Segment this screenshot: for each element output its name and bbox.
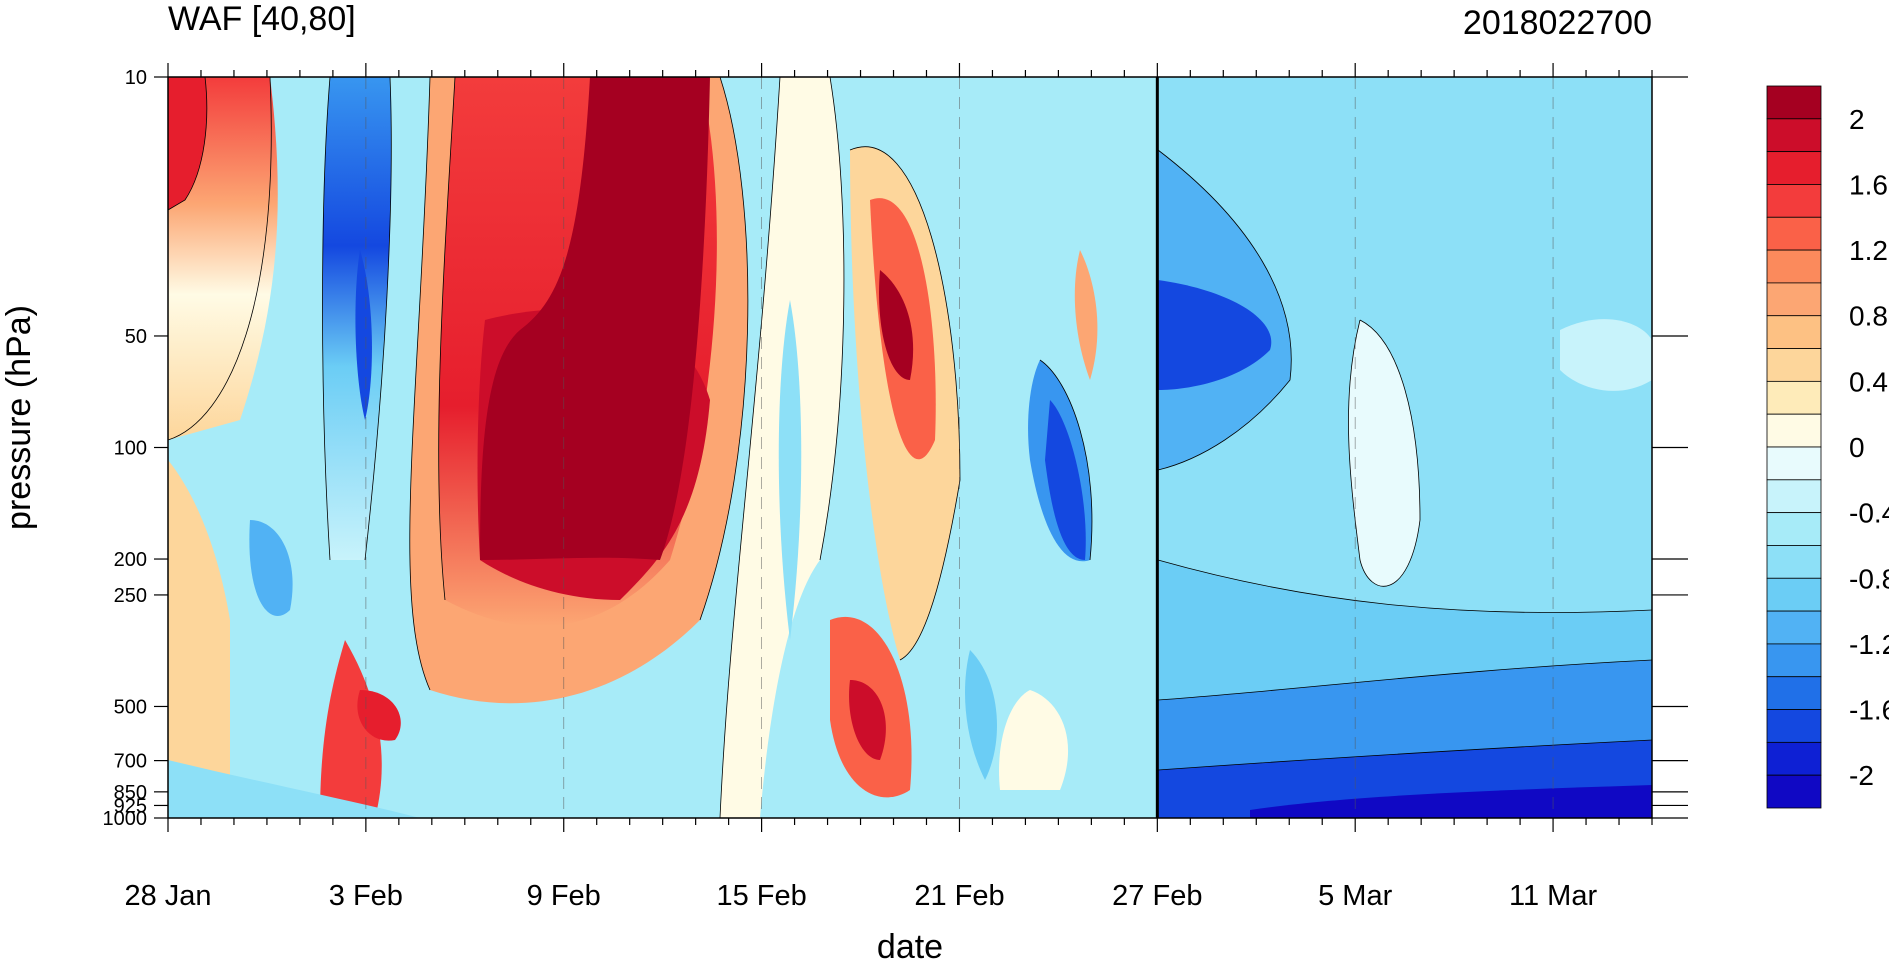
y-tick-label: 50 xyxy=(125,326,147,348)
colorbar-swatch xyxy=(1766,545,1822,579)
colorbar-swatch xyxy=(1766,151,1822,185)
y-tick-label: 100 xyxy=(114,438,147,460)
colorbar-swatch xyxy=(1766,216,1822,251)
colorbar-label: 0.8 xyxy=(1849,301,1888,332)
colorbar-swatch xyxy=(1766,774,1822,809)
colorbar-swatch xyxy=(1766,184,1822,218)
colorbar-label: -1.6 xyxy=(1849,695,1889,726)
x-tick-label: 15 Feb xyxy=(716,880,806,912)
colorbar-swatch xyxy=(1766,643,1822,678)
colorbar-swatch xyxy=(1766,577,1822,612)
colorbar-swatch xyxy=(1766,676,1822,710)
chart-title: WAF [40,80] xyxy=(168,0,356,38)
y-tick-label: 10 xyxy=(125,67,147,89)
x-axis-label: date xyxy=(877,928,943,961)
y-axis-label: pressure (hPa) xyxy=(0,305,38,530)
colorbar-swatch xyxy=(1766,512,1822,546)
colorbar-swatch xyxy=(1766,348,1822,382)
y-tick-label: 700 xyxy=(114,751,147,773)
y-tick-label: 850 xyxy=(114,782,147,804)
colorbar-swatch xyxy=(1766,446,1822,481)
x-tick-label: 5 Mar xyxy=(1318,880,1392,912)
colorbar-label: 2 xyxy=(1849,104,1865,135)
colorbar-label: 1.2 xyxy=(1849,235,1888,266)
colorbar-swatch xyxy=(1766,413,1822,448)
y-tick-label: 925 xyxy=(114,795,147,817)
y-tick-label: 500 xyxy=(114,696,147,718)
colorbar-swatch xyxy=(1766,85,1822,120)
colorbar-swatch xyxy=(1766,380,1822,415)
chart-subtitle: 2018022700 xyxy=(1463,4,1652,42)
x-tick-label: 28 Jan xyxy=(124,880,211,912)
colorbar-label: -0.4 xyxy=(1849,498,1889,529)
x-tick-label: 27 Feb xyxy=(1112,880,1202,912)
colorbar-label: -1.2 xyxy=(1849,629,1889,660)
colorbar-label: -0.8 xyxy=(1849,563,1889,594)
x-tick-label: 21 Feb xyxy=(914,880,1004,912)
colorbar-label: -2 xyxy=(1849,760,1874,791)
colorbar-swatch xyxy=(1766,479,1822,514)
contour-lines xyxy=(168,77,1652,818)
colorbar-swatch xyxy=(1766,118,1822,153)
colorbar-label: 1.6 xyxy=(1849,169,1888,200)
colorbar-swatch xyxy=(1766,741,1822,776)
colorbar-swatch xyxy=(1766,315,1822,349)
colorbar-label: 0.4 xyxy=(1849,366,1888,397)
y-tick-label: 200 xyxy=(114,549,147,571)
x-tick-label: 9 Feb xyxy=(527,880,601,912)
colorbar-swatch xyxy=(1766,249,1822,284)
colorbar-swatch xyxy=(1766,709,1822,743)
y-tick-label: 250 xyxy=(114,585,147,607)
contour-fill xyxy=(168,77,1652,818)
x-tick-label: 11 Mar xyxy=(1509,880,1597,912)
y-tick-label: 1000 xyxy=(103,808,148,830)
colorbar-label: 0 xyxy=(1849,432,1865,463)
x-tick-label: 3 Feb xyxy=(329,880,403,912)
colorbar-swatch xyxy=(1766,610,1822,645)
colorbar-swatch xyxy=(1766,282,1822,317)
